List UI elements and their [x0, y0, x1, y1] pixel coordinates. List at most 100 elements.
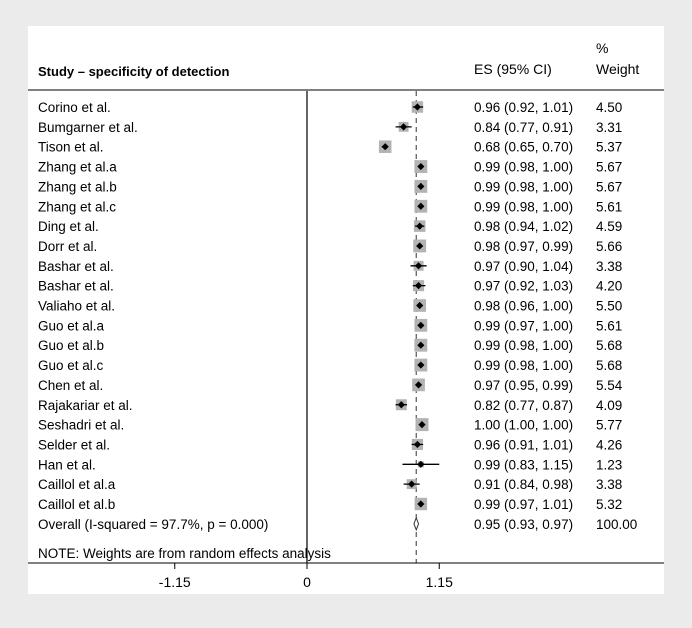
study-rows: Corino et al. 0.96 (0.92, 1.01) 4.50 Bumgar…	[38, 91, 637, 563]
study-name: Seshadri et al.	[38, 418, 124, 433]
weight-value: 4.26	[596, 437, 622, 452]
es-column-header: ES (95% CI)	[474, 61, 552, 77]
point-estimate	[417, 162, 425, 171]
study-name: Chen et al.	[38, 378, 103, 393]
es-ci-value: 0.97 (0.90, 1.04)	[474, 259, 573, 274]
weight-value: 3.31	[596, 120, 622, 135]
es-ci-value: 0.96 (0.92, 1.01)	[474, 100, 573, 115]
point-estimate	[414, 262, 423, 270]
weight-column-header: Weight	[596, 61, 639, 77]
es-ci-value: 0.82 (0.77, 0.87)	[474, 398, 573, 413]
es-ci-value: 0.99 (0.98, 1.00)	[474, 358, 573, 373]
es-ci-value: 0.99 (0.98, 1.00)	[474, 199, 573, 214]
weight-value: 5.68	[596, 338, 622, 353]
point-estimate	[413, 440, 421, 449]
weight-value: 3.38	[596, 259, 622, 274]
point-estimate	[417, 341, 425, 349]
x-axis-ticks: -1.15 0 1.15	[159, 563, 453, 590]
point-estimate	[408, 480, 416, 488]
point-estimate	[417, 321, 425, 329]
point-estimate	[417, 460, 425, 468]
weight-value: 4.59	[596, 219, 622, 234]
weight-value: 4.09	[596, 398, 622, 413]
study-name: Bashar et al.	[38, 279, 114, 294]
weight-value: 5.77	[596, 418, 622, 433]
weight-value: 5.66	[596, 239, 622, 254]
study-name: Tison et al.	[38, 140, 104, 155]
study-name: Valiaho et al.	[38, 299, 115, 314]
study-name: Caillol et al.a	[38, 477, 116, 492]
point-estimate	[397, 401, 405, 409]
weight-value: 5.67	[596, 179, 622, 194]
weight-value: 5.32	[596, 497, 622, 512]
point-estimate	[417, 500, 425, 508]
es-ci-value: 0.91 (0.84, 0.98)	[474, 477, 573, 492]
overall-diamond	[413, 516, 420, 532]
point-estimate	[416, 242, 424, 250]
es-ci-value: 0.99 (0.98, 1.00)	[474, 160, 573, 175]
weight-value: 5.50	[596, 299, 622, 314]
weight-value: 5.54	[596, 378, 623, 393]
x-tick-label: 1.15	[426, 574, 453, 590]
weight-value: 4.50	[596, 100, 622, 115]
point-estimate	[416, 222, 424, 230]
overall-weight: 100.00	[596, 517, 637, 532]
es-ci-value: 0.96 (0.91, 1.01)	[474, 437, 573, 452]
point-estimate	[413, 103, 421, 111]
es-ci-value: 0.99 (0.97, 1.00)	[474, 318, 573, 333]
es-ci-value: 0.99 (0.98, 1.00)	[474, 179, 573, 194]
study-name: Dorr et al.	[38, 239, 97, 254]
study-name: Guo et al.b	[38, 338, 104, 353]
study-name: Zhang et al.c	[38, 199, 116, 214]
point-estimate	[418, 421, 426, 429]
study-name: Rajakariar et al.	[38, 398, 133, 413]
x-tick-label: 0	[303, 574, 311, 590]
es-ci-value: 0.98 (0.97, 0.99)	[474, 239, 573, 254]
study-name: Zhang et al.a	[38, 160, 117, 175]
forest-plot: Study – specificity of detection ES (95%…	[28, 40, 664, 590]
point-estimate	[414, 282, 423, 290]
es-ci-value: 0.97 (0.95, 0.99)	[474, 378, 573, 393]
study-name: Han et al.	[38, 457, 96, 472]
point-estimate	[417, 182, 425, 190]
weight-value: 3.38	[596, 477, 622, 492]
study-name: Corino et al.	[38, 100, 111, 115]
weight-value: 5.61	[596, 199, 622, 214]
weight-value: 5.67	[596, 160, 622, 175]
weight-value: 4.20	[596, 279, 622, 294]
es-ci-value: 0.68 (0.65, 0.70)	[474, 140, 573, 155]
es-ci-value: 0.99 (0.97, 1.01)	[474, 497, 573, 512]
es-ci-value: 0.84 (0.77, 0.91)	[474, 120, 573, 135]
es-ci-value: 0.97 (0.92, 1.03)	[474, 279, 573, 294]
forest-plot-panel: Study – specificity of detection ES (95%…	[28, 26, 664, 594]
study-name: Bashar et al.	[38, 259, 114, 274]
study-name: Caillol et al.b	[38, 497, 115, 512]
x-tick-label: -1.15	[159, 574, 191, 590]
point-estimate	[416, 301, 424, 310]
weight-value: 5.68	[596, 358, 622, 373]
overall-es-ci: 0.95 (0.93, 0.97)	[474, 517, 573, 532]
es-ci-value: 0.99 (0.83, 1.15)	[474, 457, 573, 472]
es-ci-value: 0.99 (0.98, 1.00)	[474, 338, 573, 353]
point-estimate	[381, 143, 389, 151]
study-name: Ding et al.	[38, 219, 99, 234]
es-ci-value: 0.98 (0.96, 1.00)	[474, 299, 573, 314]
es-ci-value: 0.98 (0.94, 1.02)	[474, 219, 573, 234]
weight-value: 1.23	[596, 457, 622, 472]
point-estimate	[417, 361, 425, 369]
study-name: Guo et al.a	[38, 318, 105, 333]
point-estimate	[400, 123, 408, 131]
study-name: Bumgarner et al.	[38, 120, 138, 135]
es-ci-value: 1.00 (1.00, 1.00)	[474, 418, 573, 433]
weight-percent-header: %	[596, 40, 608, 56]
weight-value: 5.61	[596, 318, 622, 333]
study-column-header: Study – specificity of detection	[38, 64, 229, 79]
weight-value: 5.37	[596, 140, 622, 155]
study-name: Zhang et al.b	[38, 179, 117, 194]
note-text: NOTE: Weights are from random effects an…	[38, 546, 331, 561]
point-estimate	[417, 202, 425, 210]
overall-label: Overall (I-squared = 97.7%, p = 0.000)	[38, 517, 268, 532]
study-name: Selder et al.	[38, 437, 110, 452]
point-estimate	[414, 381, 423, 389]
study-name: Guo et al.c	[38, 358, 104, 373]
